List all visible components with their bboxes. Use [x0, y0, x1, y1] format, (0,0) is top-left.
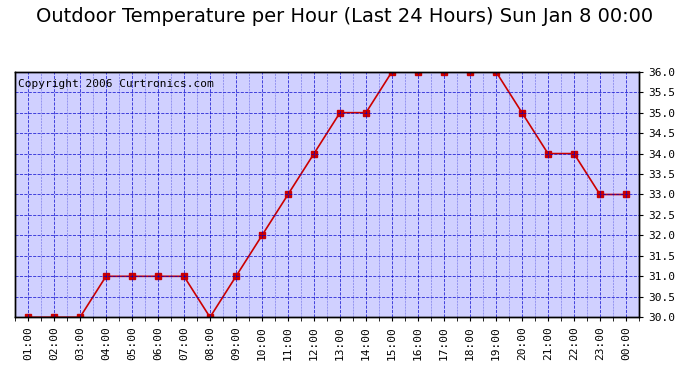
Text: Copyright 2006 Curtronics.com: Copyright 2006 Curtronics.com — [18, 79, 214, 89]
Text: Outdoor Temperature per Hour (Last 24 Hours) Sun Jan 8 00:00: Outdoor Temperature per Hour (Last 24 Ho… — [37, 8, 653, 27]
